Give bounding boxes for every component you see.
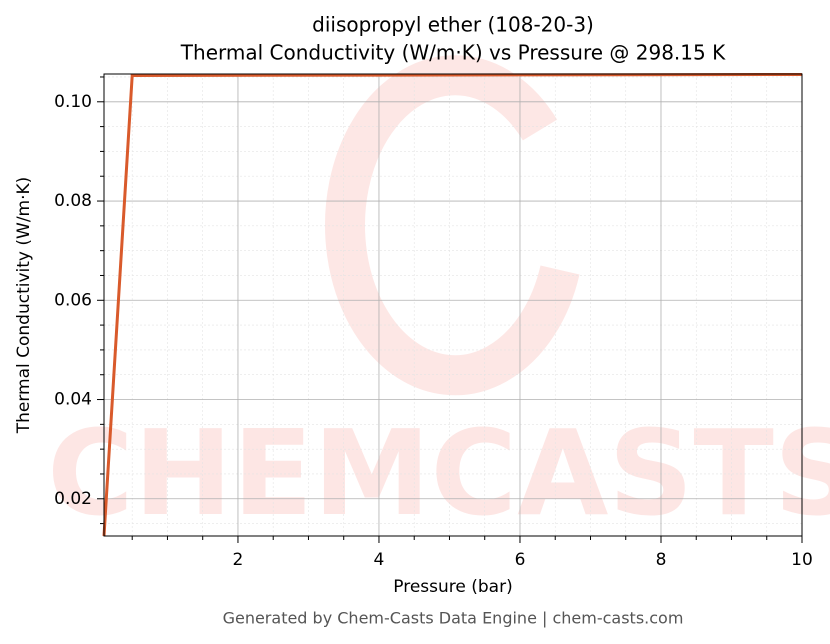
x-tick-label: 6 [515, 550, 526, 570]
plot-frame [103, 73, 803, 537]
x-axis-label: Pressure (bar) [393, 577, 512, 597]
y-tick-label: 0.10 [54, 92, 92, 112]
y-axis-label: Thermal Conductivity (W/m·K) [14, 177, 34, 435]
x-tick-label: 8 [656, 550, 667, 570]
y-tick-label: 0.04 [54, 390, 92, 410]
x-tick-label: 4 [374, 550, 385, 570]
y-tick-label: 0.02 [54, 489, 92, 509]
chart-title: diisopropyl ether (108-20-3) [312, 13, 594, 37]
data-line [102, 72, 803, 537]
watermark: CHEMCASTS [47, 404, 830, 542]
y-tick-label: 0.06 [54, 290, 92, 310]
x-tick-label: 10 [791, 550, 813, 570]
y-tick-label: 0.08 [54, 191, 92, 211]
watermark-logo [325, 55, 580, 396]
footer: Generated by Chem-Casts Data Engine | ch… [223, 609, 684, 628]
x-tick-label: 2 [233, 550, 244, 570]
watermark-swirl [325, 55, 580, 396]
chart-subtitle: Thermal Conductivity (W/m·K) vs Pressure… [180, 41, 726, 65]
